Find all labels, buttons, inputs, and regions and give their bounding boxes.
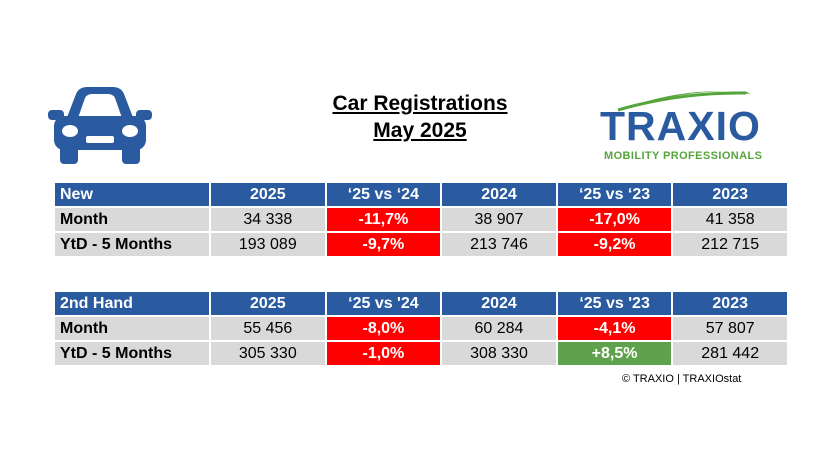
table-cell: 213 746: [441, 232, 557, 257]
header-cell: ‘25 vs ‘24: [325, 182, 442, 207]
table-cell: 41 358: [672, 207, 788, 232]
table-cell: 281 442: [672, 341, 788, 366]
new-registrations-table: New 2025 ‘25 vs ‘24 2024 ‘25 vs ‘23 2023…: [54, 182, 788, 257]
header-cell: 2023: [672, 291, 788, 316]
header-cell: ‘25 vs '24: [325, 291, 442, 316]
header-cell: New: [54, 182, 210, 207]
traxio-logo: TRAXIO MOBILITY PROFESSIONALS: [600, 90, 796, 170]
change-cell: -8,0%: [325, 316, 442, 341]
table-cell: 193 089: [210, 232, 326, 257]
table-cell: 38 907: [441, 207, 557, 232]
table-cell: 212 715: [672, 232, 788, 257]
row-label: YtD - 5 Months: [54, 232, 210, 257]
row-label: Month: [54, 207, 210, 232]
table-cell: 308 330: [441, 341, 557, 366]
table-cell: 57 807: [672, 316, 788, 341]
table-cell: 34 338: [210, 207, 326, 232]
header-cell: 2024: [441, 291, 557, 316]
title-line-1: Car Registrations: [332, 92, 508, 115]
logo-swoosh-icon: [617, 91, 750, 112]
change-cell: -17,0%: [556, 207, 673, 232]
change-cell: -9,7%: [325, 232, 442, 257]
header-cell: 2nd Hand: [54, 291, 210, 316]
row-label: YtD - 5 Months: [54, 341, 210, 366]
table-row: Month 55 456 -8,0% 60 284 -4,1% 57 807: [54, 316, 788, 341]
second-hand-registrations-table: 2nd Hand 2025 ‘25 vs '24 2024 ‘25 vs '23…: [54, 291, 788, 366]
logo-wordmark: TRAXIO: [600, 103, 761, 149]
change-cell: -9,2%: [556, 232, 673, 257]
header-cell: 2024: [441, 182, 557, 207]
change-cell: -1,0%: [325, 341, 442, 366]
table-cell: 60 284: [441, 316, 557, 341]
header-cell: ‘25 vs '23: [556, 291, 673, 316]
table-row: YtD - 5 Months 305 330 -1,0% 308 330 +8,…: [54, 341, 788, 366]
table-header-row: 2nd Hand 2025 ‘25 vs '24 2024 ‘25 vs '23…: [54, 291, 788, 316]
page-title: Car Registrations May 2025: [0, 90, 840, 144]
table-cell: 55 456: [210, 316, 326, 341]
change-cell: +8,5%: [556, 341, 673, 366]
change-cell: -4,1%: [556, 316, 673, 341]
title-line-2: May 2025: [373, 119, 467, 142]
header-cell: 2023: [672, 182, 788, 207]
table-header-row: New 2025 ‘25 vs ‘24 2024 ‘25 vs ‘23 2023: [54, 182, 788, 207]
header-cell: ‘25 vs ‘23: [556, 182, 673, 207]
logo-tagline: MOBILITY PROFESSIONALS: [604, 150, 763, 162]
copyright-notice: © TRAXIO | TRAXIOstat: [622, 373, 742, 385]
table-row: YtD - 5 Months 193 089 -9,7% 213 746 -9,…: [54, 232, 788, 257]
table-cell: 305 330: [210, 341, 326, 366]
header-cell: 2025: [210, 291, 326, 316]
table-row: Month 34 338 -11,7% 38 907 -17,0% 41 358: [54, 207, 788, 232]
header-cell: 2025: [210, 182, 326, 207]
row-label: Month: [54, 316, 210, 341]
change-cell: -11,7%: [325, 207, 442, 232]
car-icon: [48, 80, 152, 166]
